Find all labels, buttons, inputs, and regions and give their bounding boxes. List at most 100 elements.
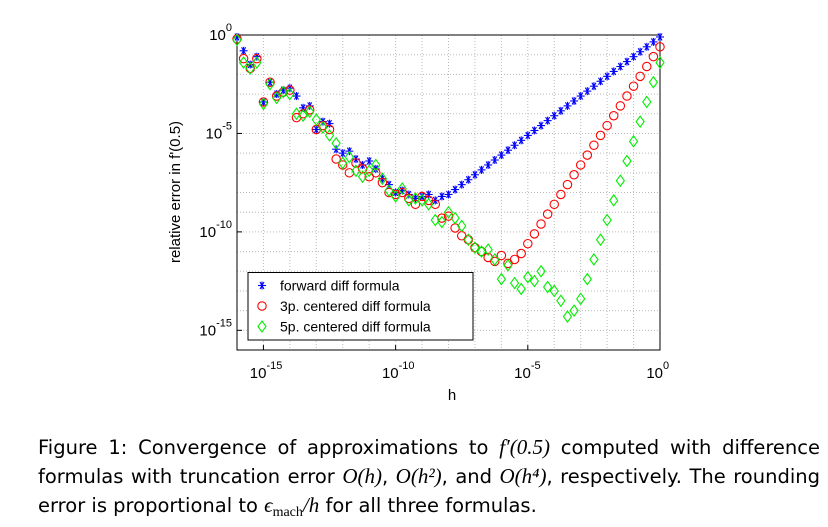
marker-diamond <box>576 292 586 306</box>
marker-asterisk <box>556 106 565 115</box>
marker-circle <box>529 229 540 239</box>
marker-diamond <box>364 164 374 178</box>
marker-circle <box>238 53 249 64</box>
marker-asterisk <box>484 160 493 169</box>
caption-text: O(h⁴) <box>499 464 547 488</box>
x-tick-exponent: -5 <box>531 360 541 372</box>
marker-diamond <box>483 243 493 257</box>
marker-circle <box>549 199 559 210</box>
marker-asterisk <box>642 42 651 51</box>
marker-circle <box>252 53 262 64</box>
marker-asterisk <box>510 141 519 150</box>
caption-text: for all three formulas. <box>319 494 537 517</box>
caption-text: f′(0.5) <box>499 435 550 459</box>
marker-circle <box>523 238 533 249</box>
marker-circle <box>635 71 645 82</box>
marker-asterisk <box>451 185 460 194</box>
marker-circle <box>582 150 593 160</box>
marker-circle <box>410 199 421 210</box>
marker-diamond <box>450 211 460 225</box>
caption-text: O(h) <box>342 464 382 488</box>
legend-label: 5p. centered diff formula <box>280 319 431 335</box>
marker-asterisk <box>239 46 248 55</box>
marker-asterisk <box>649 37 658 46</box>
marker-circle <box>575 160 586 170</box>
marker-diamond <box>536 264 546 278</box>
marker-diamond <box>430 213 440 227</box>
marker-diamond <box>642 95 652 109</box>
marker-asterisk <box>497 151 506 160</box>
marker-asterisk <box>418 192 427 201</box>
caption-text: , respectively. The rounding error is pr… <box>38 465 820 517</box>
y-tick-label: 10 <box>206 125 223 142</box>
marker-diamond <box>351 164 361 178</box>
marker-diamond <box>622 154 632 168</box>
marker-circle <box>556 189 566 200</box>
marker-circle <box>257 301 267 311</box>
marker-asterisk <box>629 52 638 61</box>
marker-circle <box>648 51 659 62</box>
marker-diamond <box>542 280 553 294</box>
caption-text: Figure 1: Convergence of approximations … <box>38 436 500 459</box>
marker-asterisk <box>583 87 592 96</box>
marker-circle <box>622 91 632 101</box>
marker-asterisk <box>365 157 374 166</box>
marker-diamond <box>457 219 467 233</box>
marker-circle <box>628 81 639 91</box>
caption-text: /h <box>302 493 320 517</box>
y-axis-label: relative error in f'(0.5) <box>167 121 184 263</box>
marker-circle <box>602 120 612 131</box>
marker-circle <box>496 250 507 261</box>
marker-asterisk <box>596 77 605 86</box>
legend-marker <box>257 320 267 333</box>
marker-asterisk <box>576 92 585 101</box>
marker-diamond <box>490 253 500 266</box>
marker-diamond <box>271 91 282 105</box>
legend-label: 3p. centered diff formula <box>280 298 431 314</box>
y-tick-label: 10 <box>209 27 226 44</box>
caption-text: , and <box>441 465 500 488</box>
marker-circle <box>509 254 520 265</box>
marker-asterisk <box>258 281 266 290</box>
marker-diamond <box>556 294 566 308</box>
marker-asterisk <box>457 180 466 189</box>
marker-asterisk <box>464 175 473 184</box>
marker-asterisk <box>589 82 598 91</box>
x-tick-label: 10 <box>514 365 531 382</box>
marker-circle <box>595 130 606 141</box>
marker-diamond <box>298 109 308 123</box>
marker-diamond <box>265 77 275 91</box>
marker-circle <box>615 101 626 111</box>
marker-circle <box>536 219 546 229</box>
marker-diamond <box>549 284 559 298</box>
marker-circle <box>331 154 341 164</box>
y-tick-exponent: 0 <box>226 22 232 34</box>
marker-diamond <box>582 272 592 286</box>
marker-asterisk <box>437 192 446 201</box>
plot-frame <box>236 34 661 351</box>
x-tick-label: 10 <box>646 365 663 382</box>
marker-circle <box>397 187 407 198</box>
marker-diamond <box>423 197 434 211</box>
marker-asterisk <box>550 111 559 120</box>
caption-text: O(h²) <box>395 464 442 488</box>
marker-asterisk <box>609 67 618 76</box>
marker-asterisk <box>292 92 301 101</box>
marker-diamond <box>470 241 480 255</box>
marker-asterisk <box>563 101 572 110</box>
x-axis-label: h <box>448 387 456 404</box>
marker-diamond <box>305 105 315 119</box>
marker-asterisk <box>656 32 664 41</box>
marker-diamond <box>443 205 454 219</box>
marker-asterisk <box>622 57 631 66</box>
marker-asterisk <box>338 149 347 158</box>
figure-caption: Figure 1: Convergence of approximations … <box>38 433 820 527</box>
marker-asterisk <box>530 126 539 135</box>
legend-label: forward diff formula <box>280 278 400 294</box>
marker-circle <box>430 199 441 210</box>
marker-diamond <box>655 56 665 69</box>
marker-diamond <box>529 274 540 288</box>
marker-diamond <box>615 174 626 188</box>
marker-diamond <box>377 172 388 186</box>
marker-diamond <box>410 191 421 205</box>
